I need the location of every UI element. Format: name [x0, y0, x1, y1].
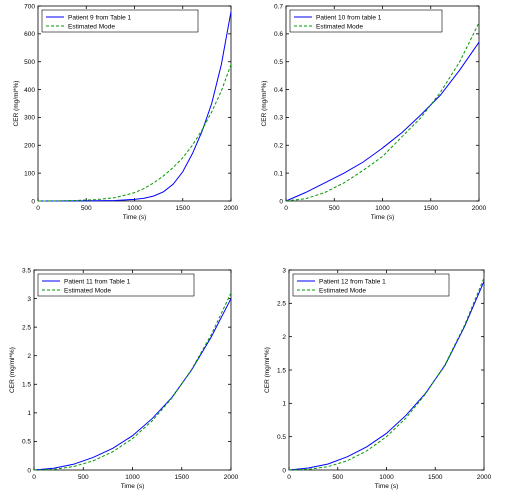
- y-tick-label: 0.5: [277, 434, 286, 441]
- legend-label-1: Patient 10 from table 1: [316, 14, 382, 21]
- x-tick-label: 2000: [224, 474, 239, 481]
- x-tick-label: 0: [36, 205, 40, 212]
- legend-label-1: Patient 11 from Table 1: [64, 278, 131, 285]
- x-tick-label: 0: [287, 474, 291, 481]
- y-axis-label: CER (mg/ml*%): [264, 347, 271, 393]
- y-tick-label: 0.7: [274, 3, 283, 10]
- y-tick-label: 200: [24, 143, 35, 150]
- x-tick-label: 1500: [175, 474, 190, 481]
- y-tick-label: 3: [27, 296, 31, 303]
- y-tick-label: 300: [24, 115, 35, 122]
- x-tick-label: 2000: [224, 205, 239, 212]
- x-axis-label: Time (s): [121, 483, 145, 490]
- legend-box: [289, 9, 443, 33]
- series-line-1: [33, 298, 232, 471]
- chart-panel-2: 0 500 1000 1500 2000 0 0.1 0.2 0.3 0.4 0.5 0.6 0.7 Ti…: [261, 3, 487, 221]
- y-tick-label: 0.5: [22, 439, 31, 446]
- legend-box: [292, 273, 450, 297]
- legend-box: [37, 273, 195, 297]
- y-tick-label: 2.5: [277, 301, 286, 308]
- x-axis-label: Time (s): [371, 214, 395, 221]
- x-tick-label: 2000: [472, 205, 487, 212]
- y-axis-label: CER (mg/ml*%): [9, 347, 16, 393]
- x-tick-label: 1500: [424, 205, 439, 212]
- x-tick-label: 1500: [176, 205, 191, 212]
- x-tick-label: 1500: [428, 474, 443, 481]
- legend-label-2: Estimated Mode: [316, 23, 363, 30]
- y-tick-label: 2: [27, 353, 31, 360]
- plot-frame: [285, 5, 480, 202]
- y-tick-label: 2.5: [22, 324, 31, 331]
- y-tick-label: 500: [24, 59, 35, 66]
- y-tick-label: 1.5: [22, 382, 31, 389]
- y-tick-label: 1.5: [277, 367, 286, 374]
- chart-panel-4: 0 500 1000 1500 2000 0 0.5 1 1.5 2 2.5 3 Time (s) CER…: [264, 267, 492, 490]
- x-tick-label: 1000: [127, 205, 142, 212]
- y-tick-label: 400: [24, 87, 35, 94]
- y-tick-label: 3: [282, 267, 286, 274]
- y-tick-label: 600: [24, 31, 35, 38]
- x-tick-label: 500: [329, 205, 340, 212]
- legend-label-1: Patient 12 from Table 1: [319, 278, 386, 285]
- y-tick-label: 3.5: [22, 267, 31, 274]
- legend-label-2: Estimated Mode: [319, 287, 366, 294]
- chart-panel-3: 0 500 1000 1500 2000 0 0.5 1 1.5 2 2.5 3 3.5 Time (s)…: [9, 267, 239, 490]
- y-tick-label: 0.4: [274, 87, 283, 94]
- plot-frame: [288, 269, 485, 471]
- series-line-1: [285, 41, 480, 202]
- x-tick-label: 0: [32, 474, 36, 481]
- y-tick-label: 700: [24, 3, 35, 10]
- x-axis-label: Time (s): [123, 214, 147, 221]
- y-tick-label: 0: [31, 198, 35, 205]
- x-axis-label: Time (s): [375, 483, 399, 490]
- x-tick-label: 2000: [477, 474, 492, 481]
- y-tick-label: 0: [279, 198, 283, 205]
- y-tick-label: 0.6: [274, 31, 283, 38]
- series-line-2: [285, 22, 480, 202]
- y-axis-label: CER (mg/ml*%): [13, 81, 20, 127]
- x-tick-label: 1000: [379, 474, 394, 481]
- series-line-1: [37, 11, 232, 202]
- y-tick-label: 2: [282, 334, 286, 341]
- y-axis-label: CER (mg/ml*%): [261, 81, 268, 127]
- y-tick-label: 1: [282, 401, 286, 408]
- plot-frame: [33, 269, 232, 471]
- x-tick-label: 0: [284, 205, 288, 212]
- y-tick-label: 0.3: [274, 115, 283, 122]
- y-tick-label: 0.5: [274, 59, 283, 66]
- series-line-2: [33, 292, 232, 471]
- y-tick-label: 100: [24, 170, 35, 177]
- y-tick-label: 1: [27, 410, 31, 417]
- y-tick-label: 0.2: [274, 143, 283, 150]
- y-tick-label: 0.1: [274, 170, 283, 177]
- series-line-2: [37, 64, 232, 202]
- legend-label-1: Patient 9 from Table 1: [68, 14, 131, 21]
- x-tick-label: 500: [332, 474, 343, 481]
- legend-label-2: Estimated Mode: [68, 23, 115, 30]
- x-tick-label: 1000: [125, 474, 140, 481]
- x-tick-label: 500: [81, 205, 92, 212]
- plot-frame: [37, 5, 232, 202]
- chart-panel-1: 0 500 1000 1500 2000 0 100 200 300 400 500 600 700 Ti…: [13, 3, 239, 221]
- legend-label-2: Estimated Mode: [64, 287, 111, 294]
- x-tick-label: 500: [78, 474, 89, 481]
- y-tick-label: 0: [27, 467, 31, 474]
- y-tick-label: 0: [282, 467, 286, 474]
- series-line-2: [288, 277, 485, 471]
- x-tick-label: 1000: [375, 205, 390, 212]
- legend-box: [41, 9, 199, 33]
